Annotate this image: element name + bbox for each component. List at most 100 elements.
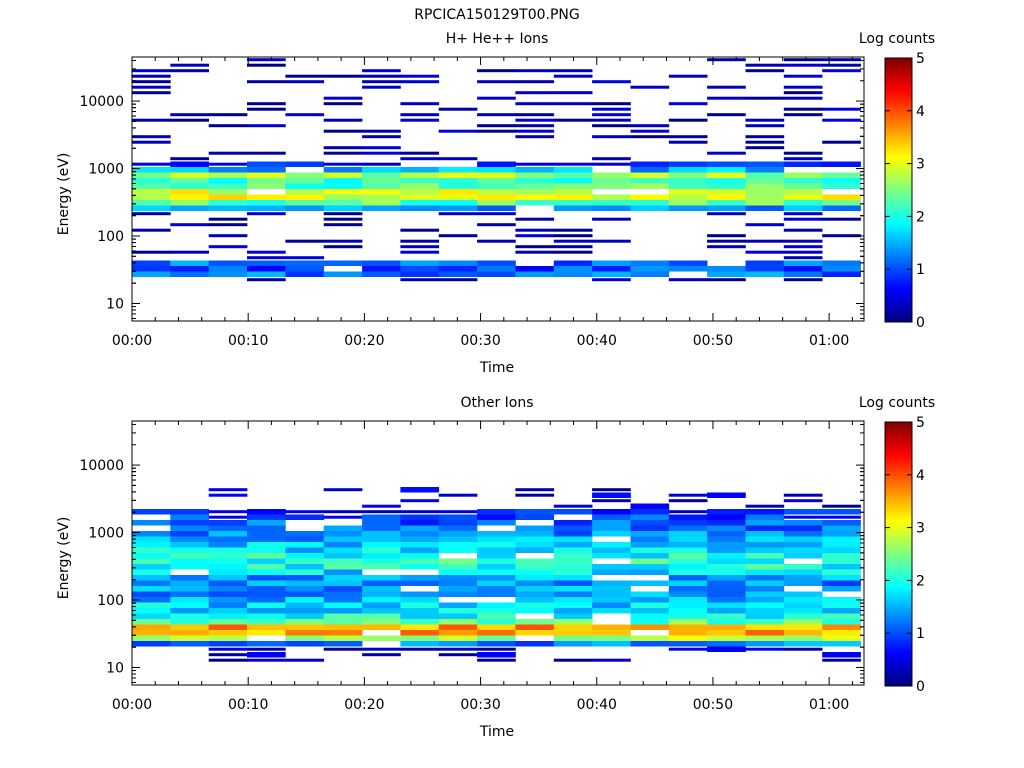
spectrogram-cell	[208, 580, 248, 586]
spectrogram-cell	[323, 205, 363, 211]
spectrogram-cell	[477, 591, 516, 597]
spectrogram-cell	[515, 217, 555, 221]
spectrogram-cell	[362, 531, 401, 537]
spectrogram-cell	[438, 569, 478, 575]
spectrogram-cell	[630, 205, 670, 211]
spectrogram-cell	[668, 278, 708, 282]
spectrogram-cell	[323, 553, 363, 559]
spectrogram-cell	[783, 531, 823, 537]
spectrogram-cell	[668, 520, 708, 526]
spectrogram-cell	[247, 271, 286, 277]
spectrogram-cell	[477, 647, 516, 651]
spectrogram-cell	[745, 189, 785, 195]
spectrogram-cell	[208, 178, 248, 184]
spectrogram-cell	[783, 493, 823, 497]
spectrogram-cell	[553, 194, 593, 200]
spectrogram-cell	[668, 74, 708, 78]
spectrogram-cell	[553, 183, 593, 189]
spectrogram-cell	[438, 602, 478, 608]
y-axis-label: Energy (eV)	[56, 153, 72, 236]
spectrogram-cell	[323, 129, 363, 133]
spectrogram-cell	[362, 80, 401, 84]
spectrogram-cell	[170, 558, 209, 564]
spectrogram-cell	[630, 503, 670, 509]
spectrogram-cell	[783, 113, 823, 117]
spectrogram-cell	[247, 531, 286, 537]
spectrogram-cell	[132, 536, 171, 542]
spectrogram-cell	[132, 135, 171, 139]
spectrogram-cell	[438, 624, 478, 630]
spectrogram-cell	[323, 162, 363, 166]
spectrogram-cell	[132, 531, 171, 537]
y-tick-label: 1000	[88, 162, 124, 178]
spectrogram-cell	[170, 624, 209, 630]
spectrogram-cell	[400, 172, 440, 178]
spectrogram-cell	[707, 553, 746, 559]
spectrogram-cell	[630, 558, 670, 564]
spectrogram-cell	[438, 608, 478, 614]
spectrogram-cell	[668, 591, 708, 597]
spectrogram-cell	[783, 178, 823, 184]
spectrogram-cell	[438, 107, 478, 111]
spectrogram-cell	[592, 260, 631, 266]
spectrogram-cell	[553, 172, 593, 178]
spectrogram-cell	[438, 271, 478, 277]
spectrogram-cell	[285, 608, 325, 614]
y-tick-label: 10	[106, 296, 124, 312]
spectrogram-cell	[323, 575, 363, 581]
spectrogram-cell	[592, 569, 631, 575]
spectrogram-cell	[323, 525, 363, 531]
spectrogram-cell	[208, 586, 248, 592]
spectrogram-cell	[170, 608, 209, 614]
spectrogram-cell	[630, 635, 670, 641]
spectrogram-cell	[400, 487, 440, 493]
spectrogram-cell	[400, 547, 440, 553]
spectrogram-cell	[247, 652, 286, 658]
spectrogram-cell	[208, 189, 248, 195]
spectrogram-cell	[285, 514, 325, 520]
spectrogram-cell	[783, 228, 823, 232]
colorbar-tick-label: 1	[916, 626, 925, 642]
spectrogram-cell	[247, 641, 286, 647]
spectrogram-cell	[400, 542, 440, 548]
spectrogram-cell	[208, 488, 248, 492]
spectrogram-cell	[515, 641, 555, 647]
spectrogram-cell	[362, 205, 401, 211]
spectrogram-cell	[822, 641, 861, 647]
spectrogram-cell	[515, 630, 555, 636]
spectrogram-cell	[592, 205, 631, 211]
spectrogram-cell	[822, 266, 861, 272]
spectrogram-cell	[630, 514, 670, 520]
spectrogram-cell	[553, 245, 593, 249]
spectrogram-cell	[323, 212, 363, 216]
spectrogram-cell	[745, 647, 785, 651]
spectrogram-cell	[132, 85, 171, 89]
spectrogram-cell	[783, 608, 823, 614]
spectrogram-cell	[592, 509, 631, 515]
spectrogram-cell	[362, 266, 401, 272]
spectrogram-cell	[707, 266, 746, 272]
spectrogram-cell	[783, 58, 823, 62]
spectrogram-cell	[553, 504, 593, 508]
spectrogram-cell	[323, 569, 363, 575]
spectrogram-cell	[745, 591, 785, 597]
spectrogram-cell	[745, 509, 785, 515]
spectrogram-cell	[783, 189, 823, 195]
spectrogram-cell	[707, 161, 746, 167]
spectrogram-cell	[247, 569, 286, 575]
spectrogram-cell	[132, 172, 171, 178]
plot-axes: 00:00 00:10 00:20 00:30 00:40 00:50 01:00 10 100…	[79, 420, 865, 713]
spectrogram-cell	[247, 260, 286, 266]
spectrogram-cell	[707, 234, 746, 238]
spectrogram-cell	[285, 558, 325, 564]
spectrogram-cell	[400, 245, 440, 249]
spectrogram-cell	[362, 69, 401, 73]
spectrogram-cell	[323, 260, 363, 266]
spectrogram-cell	[745, 520, 785, 526]
spectrogram-cell	[247, 553, 286, 559]
spectrogram-cell	[553, 228, 593, 232]
spectrogram-cell	[515, 162, 555, 166]
spectrogram-cell	[285, 510, 325, 514]
spectrogram-cell	[323, 608, 363, 614]
y-tick-label: 100	[97, 229, 124, 245]
